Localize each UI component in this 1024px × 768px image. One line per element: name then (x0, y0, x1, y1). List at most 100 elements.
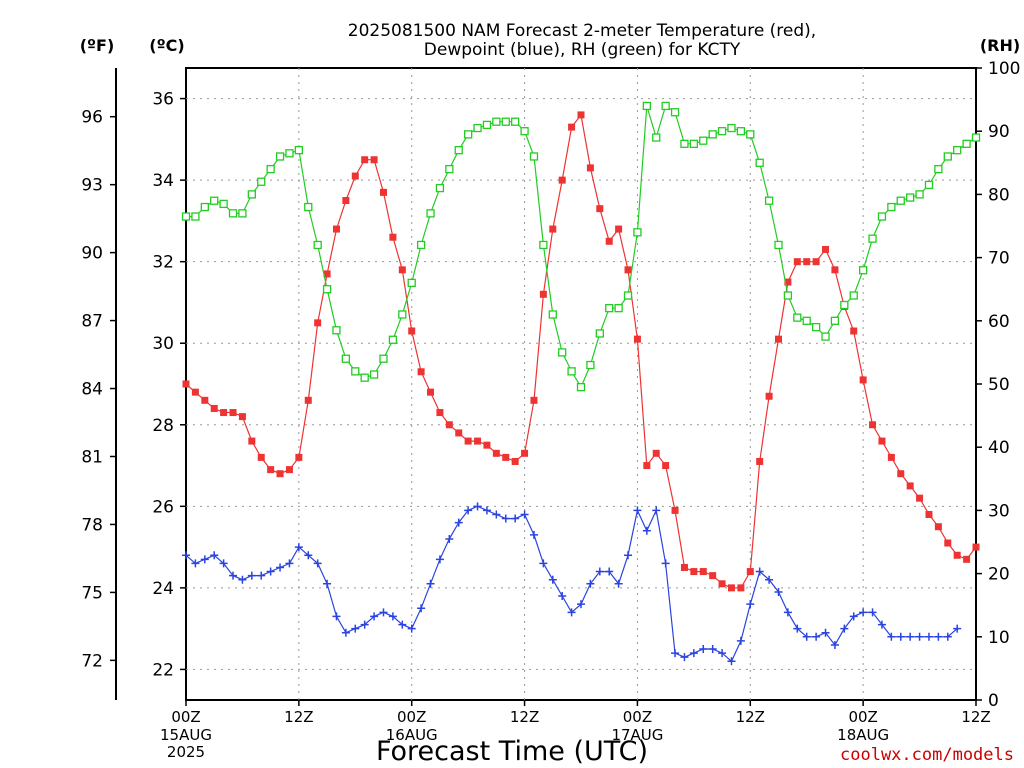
rh-point (463, 130, 473, 139)
dewpoint-point (323, 579, 332, 588)
c-tick-label: 24 (152, 579, 174, 599)
rh-point (840, 300, 849, 310)
temperature-point (624, 266, 632, 274)
temperature-point (756, 457, 764, 465)
dewpoint-point (238, 575, 247, 584)
temperature-point (220, 409, 228, 417)
temperature-point (812, 258, 820, 266)
rh-line (186, 104, 977, 389)
rh-tick-label: 50 (988, 375, 1010, 395)
rh-point (614, 304, 623, 313)
rh-point (821, 332, 830, 341)
rh-point (858, 266, 868, 275)
x-tick-date: 18AUG (837, 726, 889, 744)
temperature-point (633, 335, 641, 343)
rh-point (219, 199, 228, 209)
temperature-point (709, 572, 717, 580)
dewpoint-point (821, 628, 830, 637)
dewpoint-point (247, 571, 256, 580)
rh-point (416, 240, 426, 250)
temperature-point (191, 388, 199, 396)
dewpoint-point (501, 514, 510, 523)
temperature-point (182, 380, 190, 388)
rh-point (482, 120, 492, 130)
temperature-point (521, 449, 529, 457)
rh-point (699, 136, 708, 145)
rh-point (181, 212, 191, 221)
dewpoint-point (304, 551, 313, 560)
f-tick-label: 81 (81, 447, 103, 467)
rh-tick-label: 30 (988, 501, 1010, 521)
chart-title-line1: 2025081500 NAM Forecast 2-meter Temperat… (348, 21, 816, 41)
dewpoint-point (877, 620, 886, 629)
rh-point (576, 383, 586, 392)
dewpoint-point (257, 571, 266, 580)
temperature-point (558, 176, 566, 184)
rh-point (783, 291, 793, 300)
dewpoint-point (558, 592, 567, 601)
temperature-point (615, 225, 623, 233)
x-tick-label: 00Z (848, 708, 877, 726)
rh-point (520, 127, 529, 136)
rh-point (492, 117, 501, 126)
temperature-point (492, 449, 500, 457)
grid-lines (186, 68, 976, 700)
dewpoint-point (417, 604, 426, 613)
rh-point (454, 146, 463, 155)
temperature-point (822, 245, 830, 253)
dewpoint-point (708, 645, 717, 654)
dewpoint-point (605, 567, 614, 576)
rh-point (501, 117, 510, 126)
x-tick-date: 16AUG (386, 726, 438, 744)
c-tick-label: 32 (152, 253, 174, 273)
dewpoint-point (219, 559, 228, 568)
f-tick-label: 72 (81, 651, 103, 671)
f-tick-label: 84 (81, 380, 103, 400)
temperature-point (276, 470, 284, 478)
rh-point (313, 240, 322, 250)
temperature-point (652, 449, 660, 457)
dewpoint-point (642, 526, 651, 535)
temperature-point (718, 580, 726, 588)
data-series (181, 101, 981, 666)
dewpoint-point (229, 571, 238, 580)
dewpoint-point (934, 632, 943, 641)
dewpoint-point (840, 624, 849, 633)
temperature-point (474, 437, 482, 445)
f-tick-label: 90 (81, 244, 103, 264)
rh-point (332, 326, 341, 335)
c-tick-label: 22 (152, 660, 174, 680)
dewpoint-point (661, 559, 670, 568)
rh-point (896, 196, 905, 205)
x-tick-label: 00Z (171, 708, 200, 726)
rh-point (652, 133, 661, 142)
dewpoint-point (182, 551, 190, 560)
dewpoint-point (746, 600, 755, 609)
x-tick-label: 00Z (623, 708, 652, 726)
c-tick-label: 36 (152, 90, 174, 110)
temperature-point (887, 453, 895, 461)
temperature-point (285, 466, 293, 474)
dewpoint-point (896, 632, 905, 641)
temperature-point (502, 453, 510, 461)
temperature-point (671, 506, 679, 514)
rh-point (341, 354, 351, 363)
temperature-point (972, 543, 980, 551)
dewpoint-point (953, 624, 962, 633)
temperature-point (332, 225, 340, 233)
rh-tick-label: 20 (988, 565, 1010, 585)
x-axis-title: Forecast Time (UTC) (376, 736, 648, 767)
dewpoint-point (464, 506, 473, 515)
rh-point (304, 202, 313, 212)
temperature-point (699, 568, 707, 576)
temperature-point (568, 123, 576, 131)
rh-point (398, 310, 407, 319)
rh-point (388, 335, 398, 344)
c-tick-label: 34 (152, 171, 174, 191)
rh-point (670, 108, 680, 117)
rh-tick-label: 10 (988, 628, 1010, 648)
rh-point (717, 127, 727, 136)
temperature-point (257, 453, 265, 461)
temperature-point (878, 437, 886, 445)
